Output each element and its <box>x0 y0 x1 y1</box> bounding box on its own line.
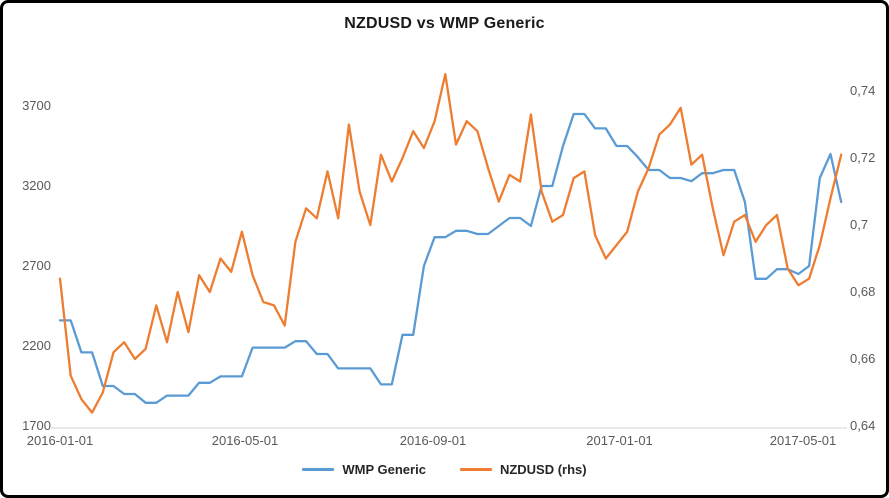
x-axis-tick-label: 2016-09-01 <box>400 433 467 448</box>
legend-item-wmp-generic: WMP Generic <box>302 462 426 477</box>
left-axis-tick-label: 3200 <box>22 178 51 193</box>
legend-label-nzdusd: NZDUSD (rhs) <box>499 462 587 477</box>
left-axis-tick-label: 3700 <box>22 98 51 113</box>
right-axis-tick-label: 0,64 <box>850 418 875 433</box>
right-axis-tick-label: 0,74 <box>850 83 875 98</box>
legend-item-nzdusd: NZDUSD (rhs) <box>459 462 587 477</box>
nzdusd-line-swatch <box>459 468 492 471</box>
right-axis-tick-label: 0,66 <box>850 351 875 366</box>
series-line-nzdusd-rhs- <box>58 73 843 414</box>
right-axis-tick-label: 0,72 <box>850 150 875 165</box>
left-axis-tick-label: 2200 <box>22 338 51 353</box>
right-axis-tick-label: 0,7 <box>850 217 868 232</box>
right-axis-tick-label: 0,68 <box>850 284 875 299</box>
x-axis-tick-label: 2017-01-01 <box>586 433 653 448</box>
x-axis-tick-label: 2017-05-01 <box>770 433 837 448</box>
chart-plot-area: 1700 2200 2700 3200 3700 0,64 0,66 0,68 0,7 0,72 0… <box>22 73 875 448</box>
chart-title: NZDUSD vs WMP Generic <box>344 15 545 32</box>
legend-label-wmp-generic: WMP Generic <box>342 462 426 477</box>
wmp-generic-line-swatch <box>302 468 335 471</box>
left-axis-tick-label: 1700 <box>22 418 51 433</box>
left-axis-tick-label: 2700 <box>22 258 51 273</box>
series-line-wmp-generic <box>58 112 843 404</box>
chart-legend: WMP Generic NZDUSD (rhs) <box>3 462 886 477</box>
x-axis-tick-label: 2016-01-01 <box>27 433 94 448</box>
x-axis-tick-label: 2016-05-01 <box>212 433 279 448</box>
